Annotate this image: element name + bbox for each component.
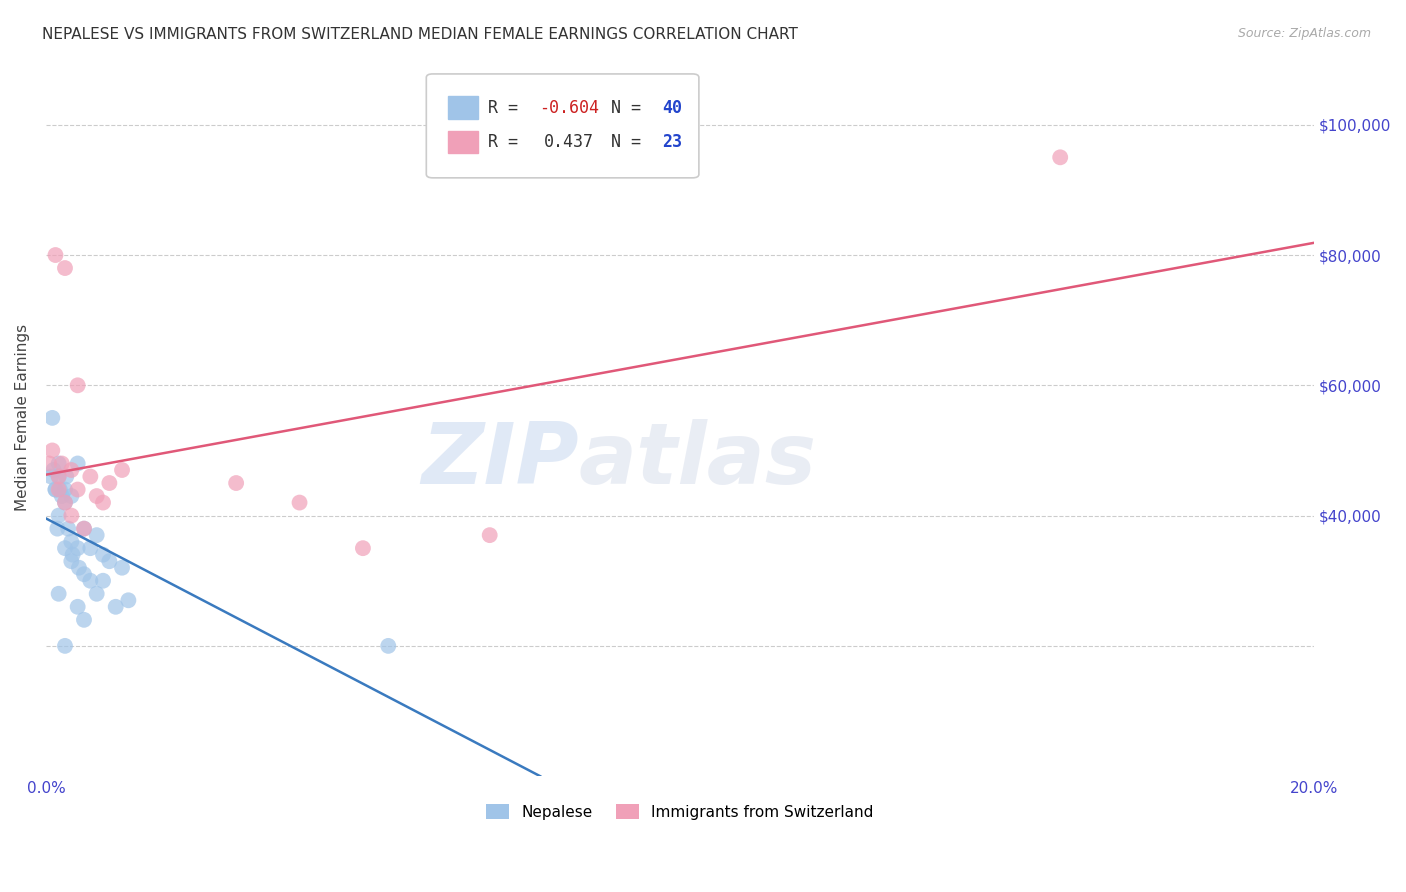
Point — [98, 476, 121, 491]
Point — [44, 483, 66, 497]
Point — [86, 489, 108, 503]
Text: R =: R = — [488, 133, 538, 151]
Point — [352, 541, 374, 556]
Point — [53, 541, 76, 556]
Point — [73, 522, 96, 536]
Point — [1049, 150, 1071, 164]
FancyBboxPatch shape — [426, 74, 699, 178]
Point — [53, 495, 76, 509]
Text: atlas: atlas — [578, 419, 817, 502]
Point — [117, 593, 139, 607]
Point — [104, 599, 127, 614]
Point — [66, 378, 89, 392]
Legend: Nepalese, Immigrants from Switzerland: Nepalese, Immigrants from Switzerland — [481, 797, 879, 826]
Point — [60, 534, 83, 549]
Point — [66, 483, 89, 497]
Point — [53, 639, 76, 653]
Point — [478, 528, 501, 542]
Y-axis label: Median Female Earnings: Median Female Earnings — [15, 325, 30, 511]
Text: 40: 40 — [662, 99, 682, 117]
Point — [48, 587, 70, 601]
Point — [48, 483, 70, 497]
Point — [44, 248, 66, 262]
Point — [98, 554, 121, 568]
Text: NEPALESE VS IMMIGRANTS FROM SWITZERLAND MEDIAN FEMALE EARNINGS CORRELATION CHART: NEPALESE VS IMMIGRANTS FROM SWITZERLAND … — [42, 27, 799, 42]
Point — [73, 613, 96, 627]
Point — [38, 457, 60, 471]
Point — [53, 483, 76, 497]
Point — [48, 469, 70, 483]
Point — [51, 457, 73, 471]
Text: N =: N = — [612, 133, 651, 151]
Point — [91, 548, 114, 562]
Point — [60, 489, 83, 503]
Point — [73, 522, 96, 536]
Point — [62, 548, 84, 562]
Point — [91, 495, 114, 509]
Point — [66, 457, 89, 471]
Point — [48, 469, 70, 483]
Point — [46, 522, 69, 536]
Point — [111, 560, 134, 574]
Point — [60, 463, 83, 477]
Point — [111, 463, 134, 477]
Point — [48, 457, 70, 471]
Point — [41, 410, 63, 425]
Point — [42, 463, 65, 477]
Point — [48, 508, 70, 523]
Point — [91, 574, 114, 588]
Text: 0.437: 0.437 — [544, 133, 595, 151]
Text: -0.604: -0.604 — [538, 99, 599, 117]
Point — [225, 476, 247, 491]
Point — [377, 639, 399, 653]
Point — [79, 574, 101, 588]
Point — [49, 483, 72, 497]
Point — [44, 483, 66, 497]
Text: Source: ZipAtlas.com: Source: ZipAtlas.com — [1237, 27, 1371, 40]
Point — [86, 587, 108, 601]
Point — [41, 443, 63, 458]
Point — [39, 469, 62, 483]
Text: R =: R = — [488, 99, 529, 117]
Point — [60, 508, 83, 523]
Point — [86, 528, 108, 542]
Point — [51, 489, 73, 503]
Bar — [449, 130, 478, 153]
Point — [66, 599, 89, 614]
Point — [79, 541, 101, 556]
Point — [67, 560, 90, 574]
Point — [56, 522, 79, 536]
Point — [55, 469, 77, 483]
Text: ZIP: ZIP — [420, 419, 578, 502]
Point — [53, 495, 76, 509]
Point — [79, 469, 101, 483]
Point — [73, 567, 96, 582]
Text: 23: 23 — [662, 133, 682, 151]
Point — [60, 554, 83, 568]
Point — [53, 261, 76, 276]
Text: N =: N = — [612, 99, 651, 117]
Point — [66, 541, 89, 556]
Point — [288, 495, 311, 509]
Bar — [449, 96, 478, 119]
